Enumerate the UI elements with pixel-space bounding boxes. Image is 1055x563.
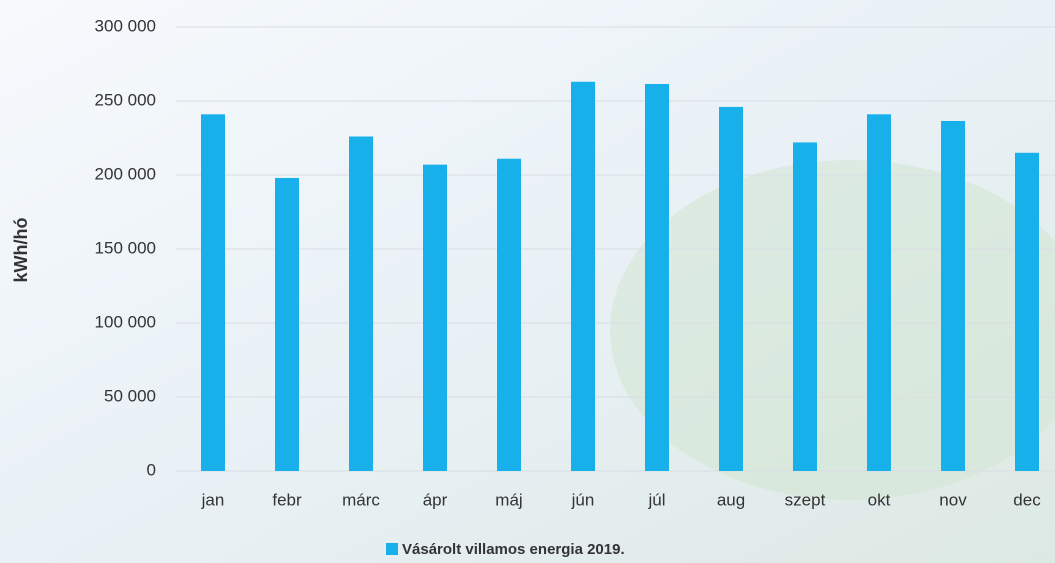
x-tick-label: nov xyxy=(939,490,967,509)
bar xyxy=(497,158,521,471)
bar xyxy=(201,114,225,471)
y-tick-label: 0 xyxy=(147,460,156,479)
bar xyxy=(571,81,595,471)
x-tick-label: márc xyxy=(342,490,380,509)
bar xyxy=(941,120,965,471)
bar xyxy=(719,106,743,472)
x-tick-label: aug xyxy=(717,490,745,509)
y-tick-label: 250 000 xyxy=(95,90,156,109)
x-tick-label: jan xyxy=(201,490,225,509)
y-tick-label: 100 000 xyxy=(95,312,156,331)
x-tick-label: szept xyxy=(785,490,826,509)
y-axis-label: kWh/hó xyxy=(11,218,31,283)
y-tick-label: 150 000 xyxy=(95,238,156,257)
x-tick-label: máj xyxy=(495,490,522,509)
bar xyxy=(423,164,447,471)
legend-label: Vásárolt villamos energia 2019. xyxy=(402,541,625,558)
x-tick-label: ápr xyxy=(423,490,448,509)
y-tick-label: 50 000 xyxy=(104,386,156,405)
bar xyxy=(645,83,669,471)
x-tick-label: okt xyxy=(868,490,891,509)
bar xyxy=(275,177,299,471)
bar xyxy=(793,142,817,471)
bar xyxy=(1015,152,1039,472)
y-tick-label: 200 000 xyxy=(95,164,156,183)
x-tick-label: jún xyxy=(571,490,595,509)
y-tick-label: 300 000 xyxy=(95,16,156,35)
bar xyxy=(867,114,891,471)
x-tick-label: febr xyxy=(272,490,302,509)
bar xyxy=(349,136,373,471)
legend-swatch xyxy=(386,543,398,555)
x-tick-label: dec xyxy=(1013,490,1041,509)
x-tick-label: júl xyxy=(647,490,665,509)
